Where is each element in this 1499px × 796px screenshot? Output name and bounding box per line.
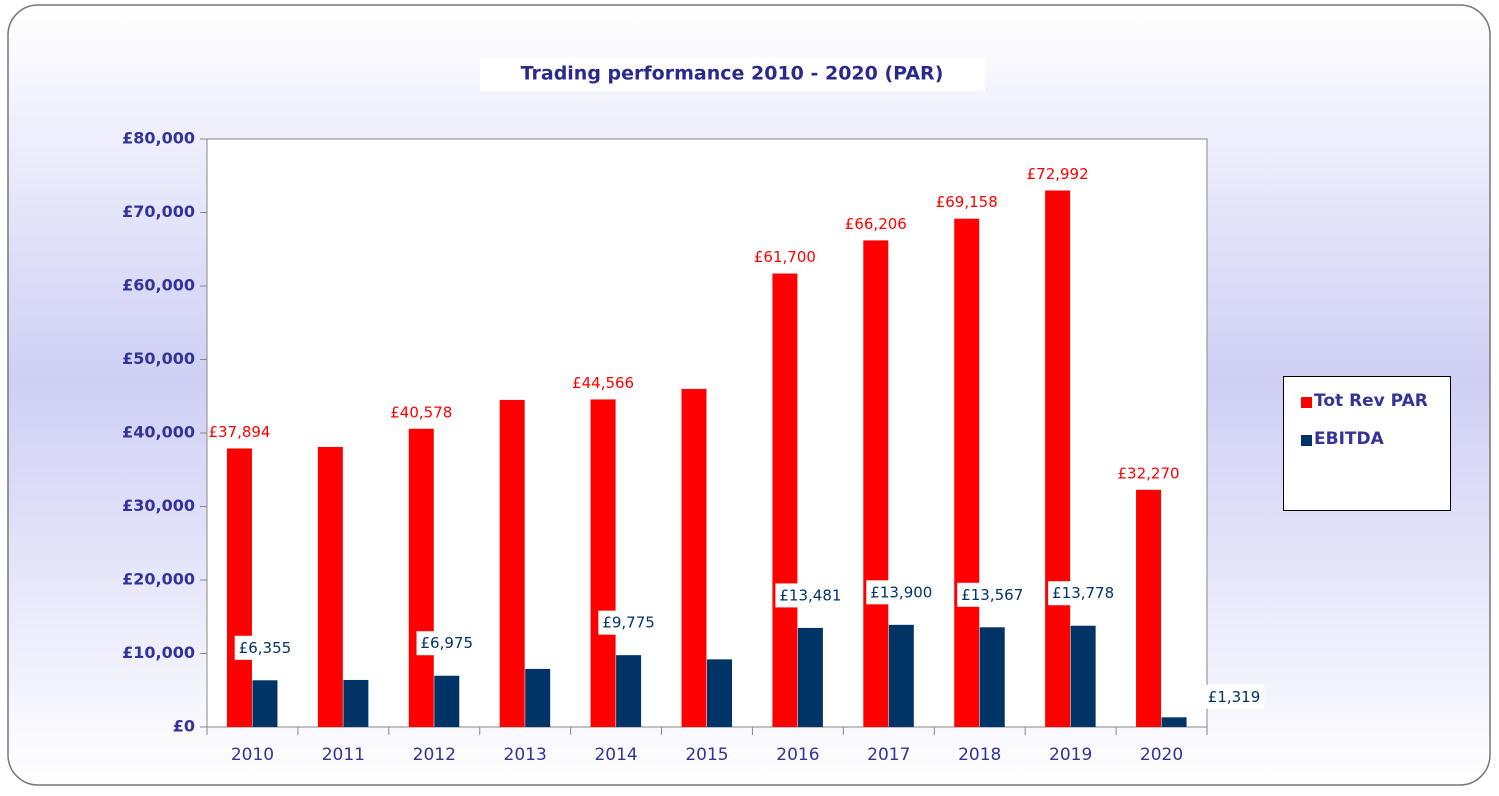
value-label-box	[957, 582, 1028, 607]
bar	[499, 399, 525, 727]
value-label: £13,900	[870, 583, 932, 601]
x-tick-label: 2015	[685, 745, 728, 765]
value-label: £32,270	[1118, 464, 1180, 482]
bar	[590, 399, 616, 727]
value-label: £6,355	[239, 639, 292, 657]
y-tick-label: £20,000	[122, 570, 195, 589]
y-tick-label: £80,000	[122, 129, 195, 148]
value-label: £13,567	[961, 586, 1023, 604]
value-label: £44,566	[572, 374, 634, 392]
y-tick-label: £40,000	[122, 423, 195, 442]
bar	[681, 388, 707, 727]
legend-swatch	[1301, 397, 1312, 408]
bar	[1045, 190, 1071, 728]
value-label-box	[775, 583, 846, 608]
bar	[1136, 489, 1162, 727]
value-label: £69,158	[936, 193, 998, 211]
bar	[616, 655, 642, 727]
value-label-box	[416, 631, 478, 656]
y-tick-label: £50,000	[122, 349, 195, 368]
bar	[1161, 717, 1187, 727]
x-tick-label: 2012	[413, 745, 456, 765]
x-tick-label: 2013	[504, 745, 547, 765]
x-tick-label: 2011	[322, 745, 365, 765]
x-tick-label: 2010	[231, 745, 274, 765]
bar	[317, 446, 343, 727]
y-tick-label: £60,000	[122, 276, 195, 295]
value-label: £13,778	[1052, 584, 1114, 602]
plot-area	[206, 138, 1208, 728]
x-tick-label: 2018	[958, 745, 1001, 765]
bar	[1070, 625, 1096, 727]
value-label: £40,578	[390, 403, 452, 421]
value-label-box	[598, 610, 659, 635]
value-label: £37,894	[208, 423, 270, 441]
value-label-box	[866, 580, 937, 605]
value-label: £61,700	[754, 248, 816, 266]
bar	[226, 448, 252, 727]
bar	[979, 627, 1005, 727]
x-tick-label: 2019	[1049, 745, 1092, 765]
legend-label: EBITDA	[1314, 429, 1384, 449]
value-label-box	[1048, 581, 1119, 606]
value-label: £9,775	[602, 614, 655, 632]
y-tick-label: £10,000	[122, 643, 195, 662]
value-label: £1,319	[1208, 688, 1261, 706]
value-label: £13,481	[779, 586, 841, 604]
bar	[797, 627, 823, 727]
bar	[707, 659, 732, 727]
y-tick-label: £0	[173, 717, 195, 736]
bar	[954, 218, 980, 727]
x-tick-label: 2016	[776, 745, 819, 765]
legend-label: Tot Rev PAR	[1314, 391, 1428, 411]
x-tick-label: 2017	[867, 745, 910, 765]
bar	[525, 668, 551, 727]
legend-entry: EBITDA	[1301, 429, 1440, 449]
title-box	[480, 57, 985, 91]
bar	[408, 428, 434, 727]
bar	[888, 624, 914, 727]
bar	[434, 675, 460, 727]
bar	[343, 679, 369, 727]
chart-title: Trading performance 2010 - 2020 (PAR)	[521, 63, 944, 85]
legend-entry: Tot Rev PAR	[1301, 391, 1440, 411]
value-label: £6,975	[421, 634, 474, 652]
y-tick-label: £70,000	[122, 202, 195, 221]
bar	[772, 273, 798, 727]
value-label: £72,992	[1027, 165, 1089, 183]
legend: Tot Rev PAR EBITDA	[1283, 376, 1451, 511]
value-label: £66,206	[845, 215, 907, 233]
legend-swatch	[1301, 435, 1312, 446]
bar	[252, 680, 278, 727]
x-tick-label: 2014	[594, 745, 637, 765]
x-tick-label: 2020	[1140, 745, 1183, 765]
value-label-box	[234, 635, 296, 660]
bar	[863, 240, 889, 727]
value-label-box	[1203, 684, 1265, 709]
y-tick-label: £30,000	[122, 496, 195, 515]
